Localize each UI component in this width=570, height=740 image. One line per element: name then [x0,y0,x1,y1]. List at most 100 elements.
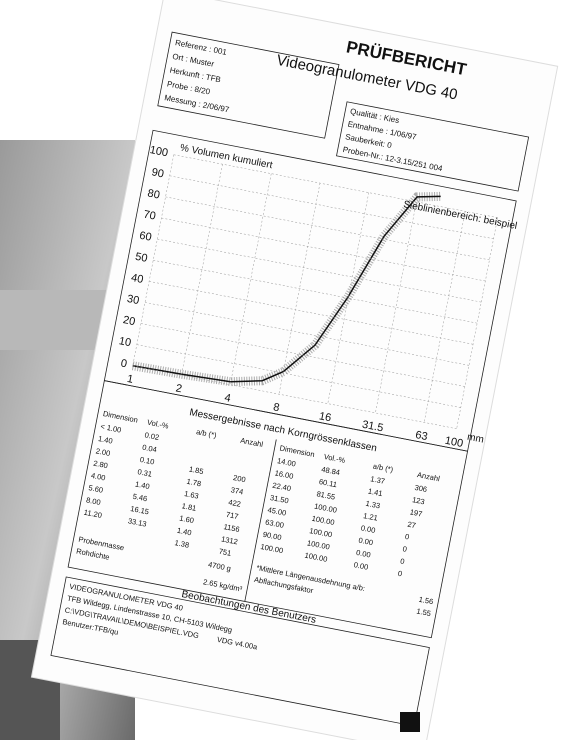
right-cell: 45.00 [267,505,287,517]
right-cell: 63.00 [264,517,284,529]
column-header: Vol.-% [323,452,346,465]
right-cell: 0.00 [358,536,374,548]
left-cell: 751 [218,547,232,558]
x-tick-label: 16 [318,410,332,424]
divider [244,439,277,602]
right-cell: 0.00 [360,523,376,535]
y-tick-label: 40 [130,272,144,286]
y-tick-label: 90 [151,166,165,180]
right-cell: 60.11 [318,477,338,489]
grid-line [153,259,478,324]
right-cell: 31.50 [269,493,289,505]
left-cell: 1.63 [183,489,199,501]
right-cell: 81.55 [316,489,336,501]
y-tick-label: 10 [118,335,132,349]
right-cell: 1.37 [370,474,386,486]
grading-curve [132,195,441,383]
left-cell: 1312 [220,534,238,546]
y-tick-label: 100 [149,144,169,159]
grid-line [157,238,482,303]
left-cell: 16.15 [130,504,150,516]
x-unit: mm [466,432,484,446]
grid-line [149,281,474,345]
x-tick-label: 2 [175,382,183,395]
note-value: 1.55 [416,606,432,618]
results-box [67,380,469,639]
left-cell: 1.40 [176,526,192,538]
left-cell: 0.02 [144,430,160,442]
right-cell: 90.00 [262,530,282,542]
right-cell: 16.00 [274,468,294,480]
right-cell: 0 [397,569,403,579]
column-header: Anzahl [416,470,441,483]
column-header: a/b (*) [372,462,394,475]
grid-line [132,365,457,429]
right-cell: 48.84 [321,465,341,477]
y-tick-label: 80 [146,187,160,201]
left-cell: 374 [230,485,244,496]
right-cell: 0 [400,556,406,566]
right-cell: 1.33 [365,499,381,511]
right-cell: 100.00 [260,542,284,555]
left-cell: 0.04 [142,443,158,455]
grid-line [173,154,498,218]
right-cell: 1.21 [363,511,379,523]
x-tick-label: 31.5 [361,419,384,435]
y-tick-label: 30 [126,293,140,307]
x-tick-label: 63 [414,429,428,443]
x-tick-label: 8 [272,401,280,414]
observations-box [50,576,430,727]
right-cell: 100.00 [309,526,333,539]
left-cell: 4.00 [90,471,106,483]
left-cell: 1.81 [181,501,197,513]
x-tick-label: 1 [126,373,134,386]
probenmasse-value: 4700 g [207,560,231,573]
y-tick-label: 0 [120,357,128,370]
right-cell: 100.00 [313,502,337,515]
left-cell: 2.80 [93,459,109,471]
left-cell: 2.00 [95,446,111,458]
left-cell: 1.40 [134,479,150,491]
left-cell: 1.85 [188,464,204,476]
left-cell: 1.78 [186,477,202,489]
corner-mark [400,712,420,732]
grid-line [144,302,470,366]
left-cell: < 1.00 [100,422,122,435]
right-cell: 100.00 [306,538,330,551]
right-cell: 100.00 [311,514,335,527]
note-value: 1.56 [418,595,434,607]
left-cell: 8.00 [85,495,101,507]
left-cell: 717 [225,510,239,521]
left-cell: 11.20 [83,508,103,520]
right-cell: 14.00 [276,456,296,468]
left-cell: 1.38 [174,538,190,550]
left-cell: 422 [228,498,242,509]
right-cell: 1.41 [367,487,383,499]
y-tick-label: 60 [138,230,152,244]
left-cell: 1156 [223,522,241,534]
right-cell: 0 [402,544,408,554]
x-tick-label: 100 [444,435,464,450]
column-header: Vol.-% [146,418,169,431]
right-cell: 0.00 [355,548,371,560]
info-box [157,31,340,139]
right-cell: 306 [414,483,428,494]
y-tick-label: 70 [142,209,156,223]
right-cell: 0.00 [353,560,369,572]
column-header: Anzahl [240,436,265,449]
right-cell: 100.00 [304,551,328,564]
right-cell: 197 [409,507,423,518]
left-cell: 200 [232,473,246,484]
left-cell: 0.31 [137,467,153,479]
right-cell: 27 [407,520,417,530]
y-tick-label: 20 [122,314,136,328]
grid-line [165,196,490,261]
right-cell: 22.40 [272,481,292,493]
y-tick-label: 50 [134,251,148,265]
left-cell: 5.60 [88,483,104,495]
grid-line [161,217,486,282]
grid-line [136,344,461,408]
grid-line [169,175,494,240]
